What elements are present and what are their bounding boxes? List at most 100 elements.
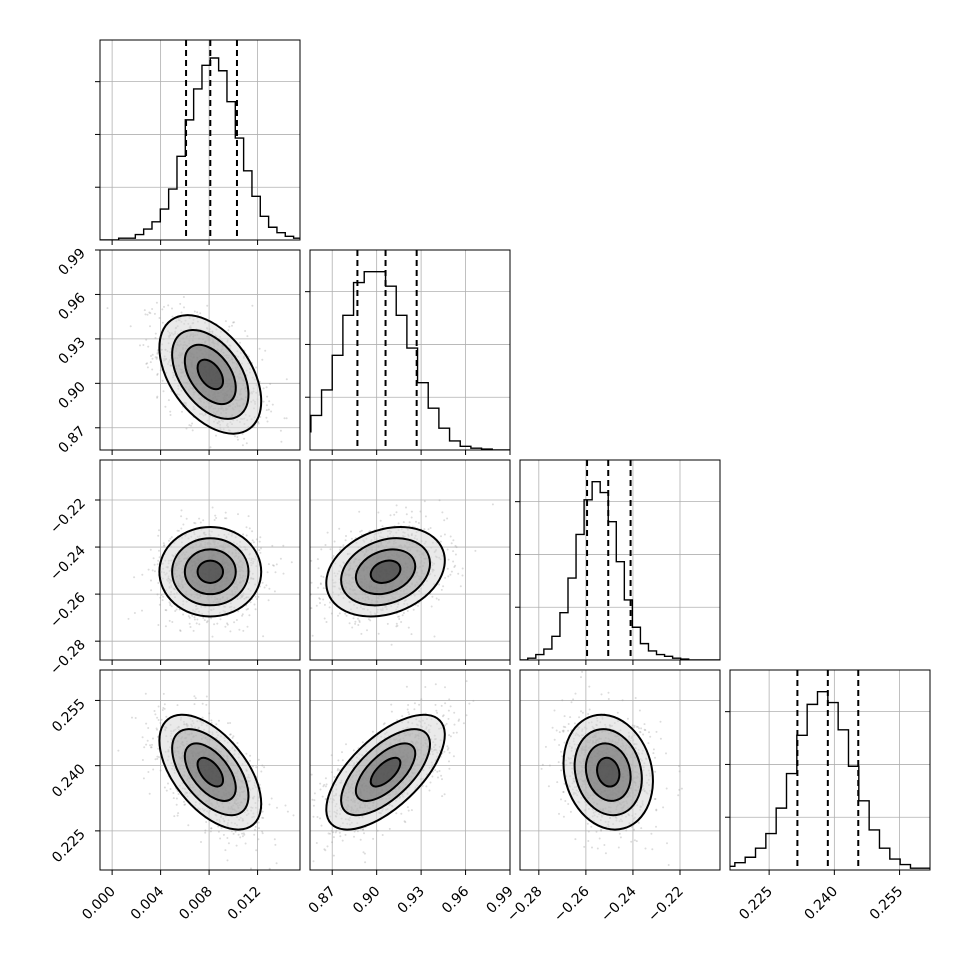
scatter-point bbox=[323, 617, 326, 620]
scatter-point bbox=[171, 315, 174, 318]
scatter-point bbox=[252, 541, 255, 544]
scatter-point bbox=[238, 628, 241, 631]
scatter-point bbox=[146, 366, 149, 369]
scatter-point bbox=[276, 806, 278, 809]
scatter-point bbox=[157, 534, 160, 537]
scatter-point bbox=[405, 685, 408, 688]
scatter-point bbox=[446, 748, 449, 751]
scatter-point bbox=[440, 588, 443, 591]
scatter-point bbox=[180, 509, 183, 512]
scatter-point bbox=[405, 506, 407, 509]
scatter-point bbox=[282, 544, 285, 547]
scatter-point bbox=[250, 867, 252, 870]
scatter-point bbox=[199, 521, 202, 524]
scatter-point bbox=[379, 519, 382, 522]
scatter-point bbox=[448, 698, 451, 701]
scatter-point bbox=[332, 555, 335, 557]
scatter-point bbox=[147, 345, 150, 348]
scatter-point bbox=[158, 549, 160, 552]
scatter-point bbox=[354, 620, 357, 623]
x-tick-label: 0.000 bbox=[79, 884, 119, 924]
scatter-point bbox=[164, 405, 167, 408]
scatter-point bbox=[217, 825, 220, 828]
scatter-point bbox=[262, 635, 265, 638]
scatter-point bbox=[127, 617, 130, 620]
scatter-point bbox=[157, 719, 160, 721]
scatter-point bbox=[213, 623, 216, 626]
scatter-point bbox=[177, 529, 180, 532]
scatter-point bbox=[350, 530, 352, 533]
scatter-point bbox=[249, 601, 252, 604]
scatter-point bbox=[176, 814, 179, 817]
scatter-point bbox=[381, 525, 384, 528]
scatter-point bbox=[205, 703, 208, 706]
scatter-point bbox=[412, 608, 415, 611]
scatter-point bbox=[395, 511, 398, 514]
scatter-point bbox=[267, 563, 270, 566]
scatter-point bbox=[265, 416, 268, 419]
panel-content bbox=[310, 250, 510, 450]
scatter-point bbox=[257, 821, 260, 824]
scatter-point bbox=[290, 561, 293, 564]
scatter-point bbox=[154, 758, 157, 761]
scatter-point bbox=[231, 324, 233, 327]
scatter-point bbox=[406, 610, 409, 612]
scatter-point bbox=[398, 618, 401, 620]
scatter-point bbox=[147, 568, 150, 571]
scatter-point bbox=[258, 783, 261, 786]
scatter-point bbox=[156, 716, 159, 719]
scatter-point bbox=[395, 504, 398, 507]
scatter-point bbox=[326, 531, 329, 534]
scatter-point bbox=[164, 609, 167, 611]
scatter-point bbox=[224, 849, 227, 852]
panel-frame bbox=[309, 459, 511, 661]
panel-content bbox=[310, 460, 510, 660]
scatter-point bbox=[324, 849, 327, 852]
scatter-point bbox=[272, 564, 274, 567]
scatter-point bbox=[226, 622, 229, 625]
scatter-point bbox=[359, 838, 362, 841]
scatter-point bbox=[191, 614, 194, 617]
scatter-point bbox=[171, 307, 173, 310]
scatter-point bbox=[352, 749, 355, 752]
scatter-point bbox=[158, 317, 161, 319]
scatter-point bbox=[388, 827, 391, 830]
scatter-point bbox=[444, 576, 447, 579]
contour-line bbox=[196, 358, 225, 391]
scatter-point bbox=[268, 803, 271, 806]
scatter-point bbox=[224, 320, 227, 323]
scatter-point bbox=[262, 400, 265, 403]
scatter-point bbox=[196, 311, 199, 314]
scatter-point bbox=[191, 422, 194, 425]
scatter-point bbox=[372, 837, 375, 840]
scatter-point bbox=[407, 626, 410, 629]
scatter-point bbox=[161, 308, 164, 311]
scatter-point bbox=[275, 563, 278, 566]
scatter-point bbox=[161, 321, 164, 324]
scatter-point bbox=[279, 429, 282, 432]
scatter-point bbox=[237, 610, 240, 613]
scatter-point bbox=[210, 617, 213, 620]
scatter-point bbox=[236, 438, 239, 441]
scatter-point bbox=[154, 713, 157, 716]
scatter-point bbox=[181, 410, 183, 413]
scatter-point bbox=[371, 730, 374, 733]
scatter-point bbox=[224, 511, 227, 514]
scatter-point bbox=[162, 692, 165, 695]
scatter-point bbox=[249, 759, 251, 762]
scatter-point bbox=[424, 686, 427, 688]
scatter-point bbox=[410, 809, 413, 812]
scatter-point bbox=[150, 746, 153, 749]
scatter-point bbox=[106, 307, 109, 310]
scatter-point bbox=[261, 816, 264, 819]
scatter-point bbox=[263, 766, 266, 769]
panel-content bbox=[100, 670, 300, 870]
scatter-point bbox=[183, 800, 185, 803]
scatter-point bbox=[274, 571, 277, 574]
scatter-point bbox=[268, 867, 271, 870]
scatter-point bbox=[208, 712, 211, 715]
scatter-point bbox=[173, 815, 176, 818]
scatter-point bbox=[243, 833, 246, 836]
scatter-point bbox=[145, 338, 148, 341]
